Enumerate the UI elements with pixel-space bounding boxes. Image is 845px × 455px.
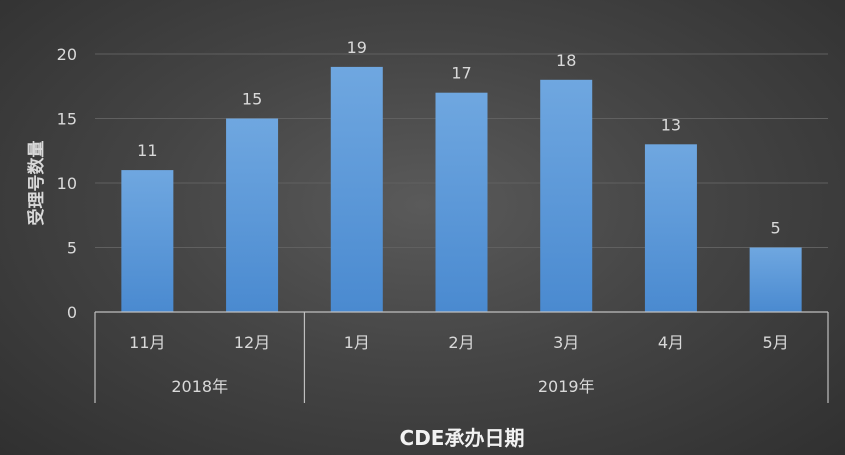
x-tick-label: 4月 <box>658 333 684 352</box>
x-axis: 11月 12月 1月 2月 3月 4月 5月 2018年 2019年 <box>94 311 829 403</box>
bar <box>749 247 802 312</box>
x-tick-label: 2月 <box>448 333 474 352</box>
data-label: 17 <box>451 64 471 83</box>
data-label: 5 <box>771 219 781 238</box>
bar <box>121 170 174 312</box>
data-label: 19 <box>347 38 367 57</box>
data-labels: 11 15 19 17 18 13 5 <box>137 38 781 238</box>
bar <box>644 144 697 312</box>
bar <box>540 79 593 312</box>
x-group-label: 2019年 <box>538 377 595 396</box>
data-label: 11 <box>137 141 157 160</box>
x-group-label: 2018年 <box>171 377 228 396</box>
data-label: 15 <box>242 90 262 109</box>
y-tick-label: 10 <box>57 174 77 193</box>
data-label: 13 <box>661 115 681 134</box>
x-tick-label: 1月 <box>344 333 370 352</box>
x-tick-label: 3月 <box>553 333 579 352</box>
x-tick-label: 11月 <box>129 333 165 352</box>
data-label: 18 <box>556 51 576 70</box>
y-axis-ticks: 0 5 10 15 20 <box>57 45 77 322</box>
y-tick-label: 0 <box>67 303 77 322</box>
x-tick-label: 12月 <box>234 333 270 352</box>
bar <box>330 66 383 313</box>
bars <box>121 66 802 313</box>
bar <box>435 92 488 312</box>
x-tick-label: 5月 <box>763 333 789 352</box>
y-tick-label: 5 <box>67 239 77 258</box>
x-axis-title: CDE承办日期 <box>400 426 525 450</box>
y-tick-label: 15 <box>57 110 77 129</box>
y-tick-label: 20 <box>57 45 77 64</box>
y-axis-title: 受理号数量 <box>26 141 47 226</box>
bar <box>226 118 279 312</box>
